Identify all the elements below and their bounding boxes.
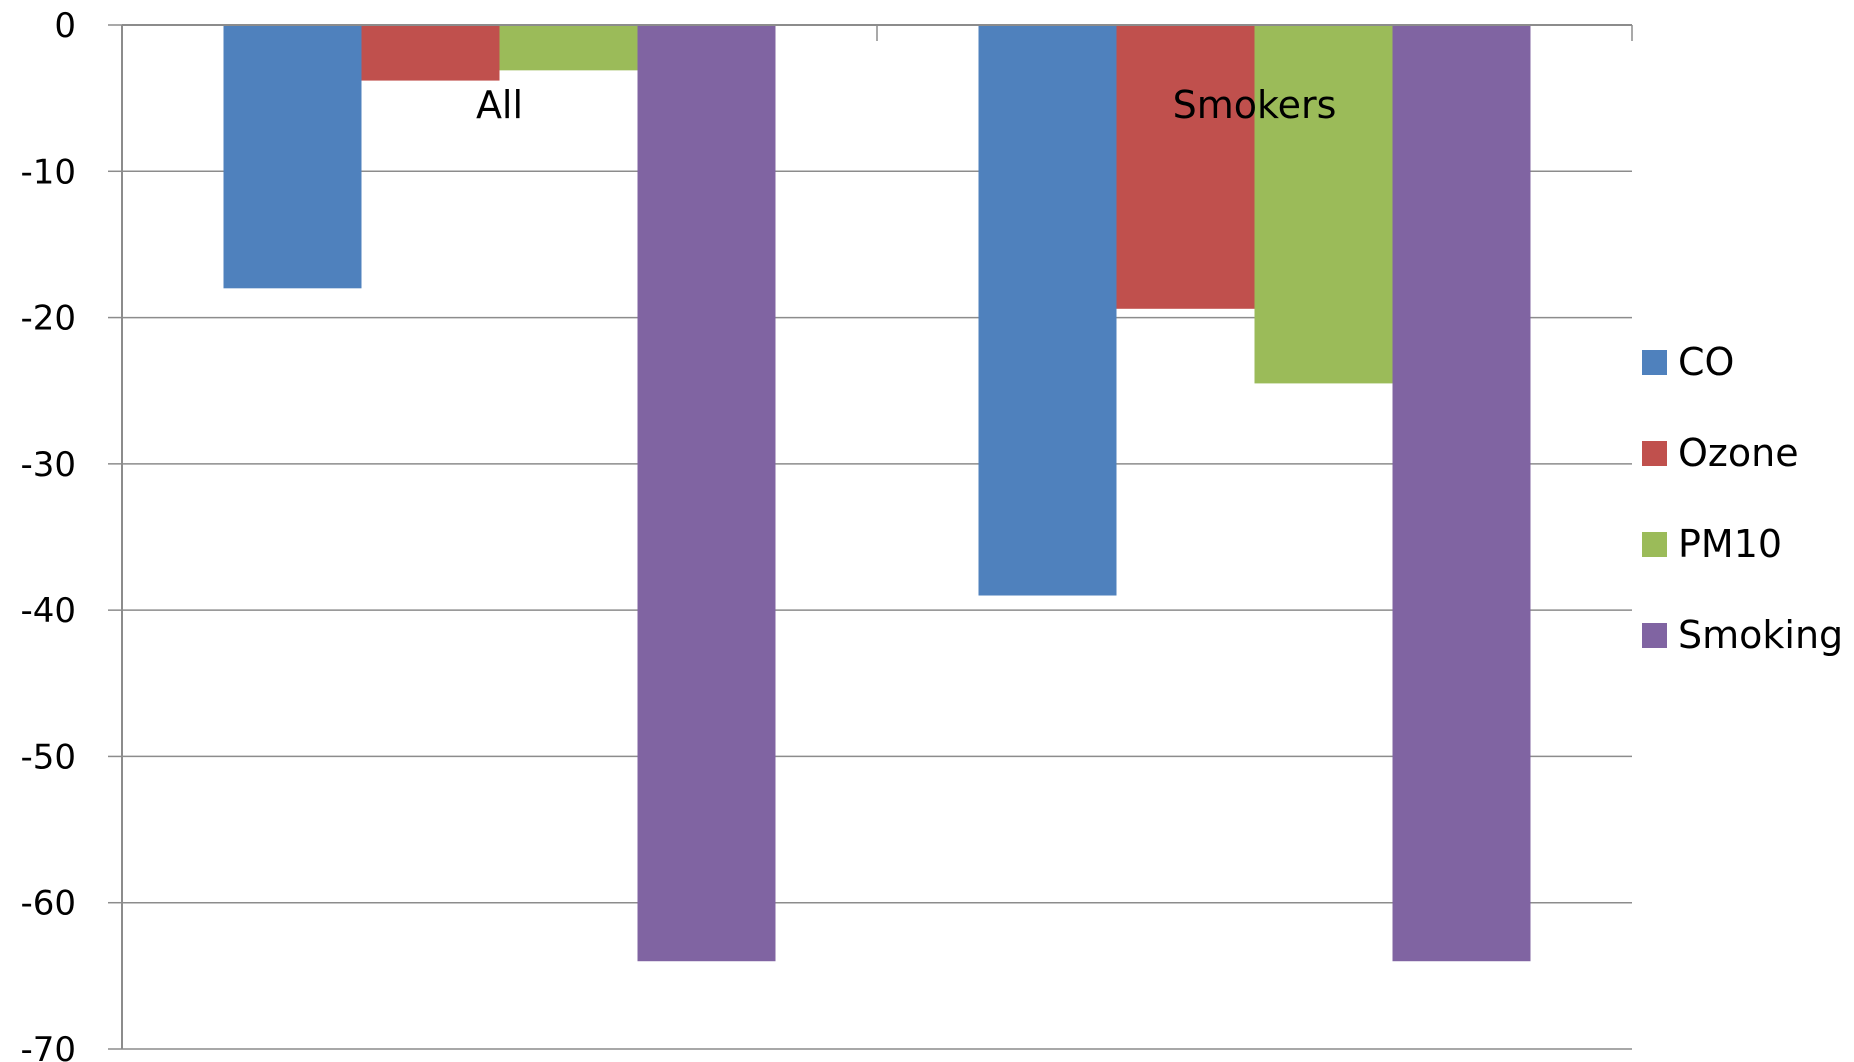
y-tick-label: -50 bbox=[20, 737, 76, 777]
bar-smoking-smokers bbox=[1392, 25, 1531, 962]
bar-ozone-all bbox=[361, 25, 500, 81]
category-label: All bbox=[476, 83, 523, 127]
y-tick-label: -10 bbox=[20, 152, 76, 192]
bar-co-all bbox=[223, 25, 362, 289]
y-tick-labels: 0 -10 -20 -30 -40 -50 -60 -70 bbox=[20, 6, 76, 1062]
legend-swatch-co bbox=[1642, 350, 1667, 375]
y-tick-label: -20 bbox=[20, 299, 76, 339]
y-tick-label: -60 bbox=[20, 884, 76, 924]
bar-co-smokers bbox=[978, 25, 1117, 596]
y-tick-label: 0 bbox=[54, 6, 76, 46]
axes bbox=[108, 24, 1633, 1050]
legend-swatch-pm10 bbox=[1642, 532, 1667, 557]
legend-swatch-smoking bbox=[1642, 623, 1667, 648]
bar-smoking-all bbox=[637, 25, 776, 962]
y-tick-label: -70 bbox=[20, 1030, 76, 1062]
bar-pm10-all bbox=[499, 25, 638, 71]
category-labels: All Smokers bbox=[476, 83, 1336, 127]
y-tick-label: -40 bbox=[20, 591, 76, 631]
bar-ozone-smokers bbox=[1116, 25, 1255, 309]
legend-label-ozone: Ozone bbox=[1678, 431, 1799, 475]
bars bbox=[223, 25, 1531, 962]
legend-label-co: CO bbox=[1678, 340, 1734, 384]
legend: CO Ozone PM10 Smoking bbox=[1642, 340, 1843, 657]
legend-swatch-ozone bbox=[1642, 441, 1667, 466]
bar-pm10-smokers bbox=[1254, 25, 1393, 384]
y-tick-label: -30 bbox=[20, 445, 76, 485]
legend-label-smoking: Smoking bbox=[1678, 613, 1843, 657]
category-label: Smokers bbox=[1173, 83, 1337, 127]
legend-label-pm10: PM10 bbox=[1678, 522, 1782, 566]
